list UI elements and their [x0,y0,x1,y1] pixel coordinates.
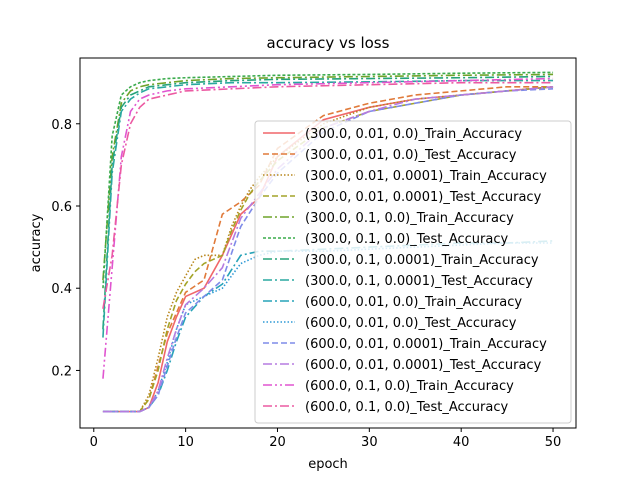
legend-label: (300.0, 0.1, 0.0)_Train_Accuracy [305,211,514,226]
x-tick-label: 0 [90,435,98,450]
plot-area [102,71,554,413]
legend-label: (600.0, 0.01, 0.0001)_Train_Accuracy [305,337,547,352]
legend-label: (600.0, 0.1, 0.0)_Train_Accuracy [305,379,514,394]
legend-label: (300.0, 0.1, 0.0001)_Train_Accuracy [305,253,539,268]
series-line-6 [102,71,554,289]
axes-frame [79,57,577,429]
chart-title: accuracy vs loss [267,34,390,52]
legend-label: (300.0, 0.01, 0.0)_Train_Accuracy [305,127,522,142]
x-tick-label: 30 [361,435,378,450]
series-line-5 [102,73,554,281]
legend-label: (600.0, 0.01, 0.0)_Train_Accuracy [305,295,522,310]
legend-label: (600.0, 0.1, 0.0)_Test_Accuracy [305,400,508,415]
x-tick-label: 10 [177,435,194,450]
y-axis-title: accuracy [29,213,44,272]
legend-label: (300.0, 0.01, 0.0)_Test_Accuracy [305,148,517,163]
y-tick-label: 0.2 [51,364,72,379]
axes: 0 10 20 30 40 50 0.2 0.4 0.6 0.8 [51,57,577,450]
legend-label: (600.0, 0.01, 0.0)_Test_Accuracy [305,316,517,331]
x-tick-label: 20 [269,435,286,450]
legend-label: (300.0, 0.1, 0.0)_Test_Accuracy [305,232,508,247]
legend-label: (300.0, 0.1, 0.0001)_Test_Accuracy [305,274,533,289]
series-line-3 [102,85,554,413]
x-tick-label: 50 [545,435,562,450]
legend-label: (300.0, 0.01, 0.0001)_Train_Accuracy [305,169,547,184]
legend-box [254,120,572,424]
legend-label: (300.0, 0.01, 0.0001)_Test_Accuracy [305,190,542,205]
x-tick-label: 40 [453,435,470,450]
y-tick-label: 0.6 [51,200,72,215]
legend: (300.0, 0.01, 0.0)_Train_Accuracy (300.0,… [254,120,572,424]
series-line-12 [102,85,554,413]
series-line-13 [102,77,554,379]
series-line-7 [102,75,554,330]
x-axis-title: epoch [308,457,348,472]
legend-label: (600.0, 0.01, 0.0001)_Test_Accuracy [305,358,542,373]
y-tick-label: 0.4 [51,282,72,297]
series-line-8 [102,79,554,338]
y-tick-label: 0.8 [51,118,72,133]
